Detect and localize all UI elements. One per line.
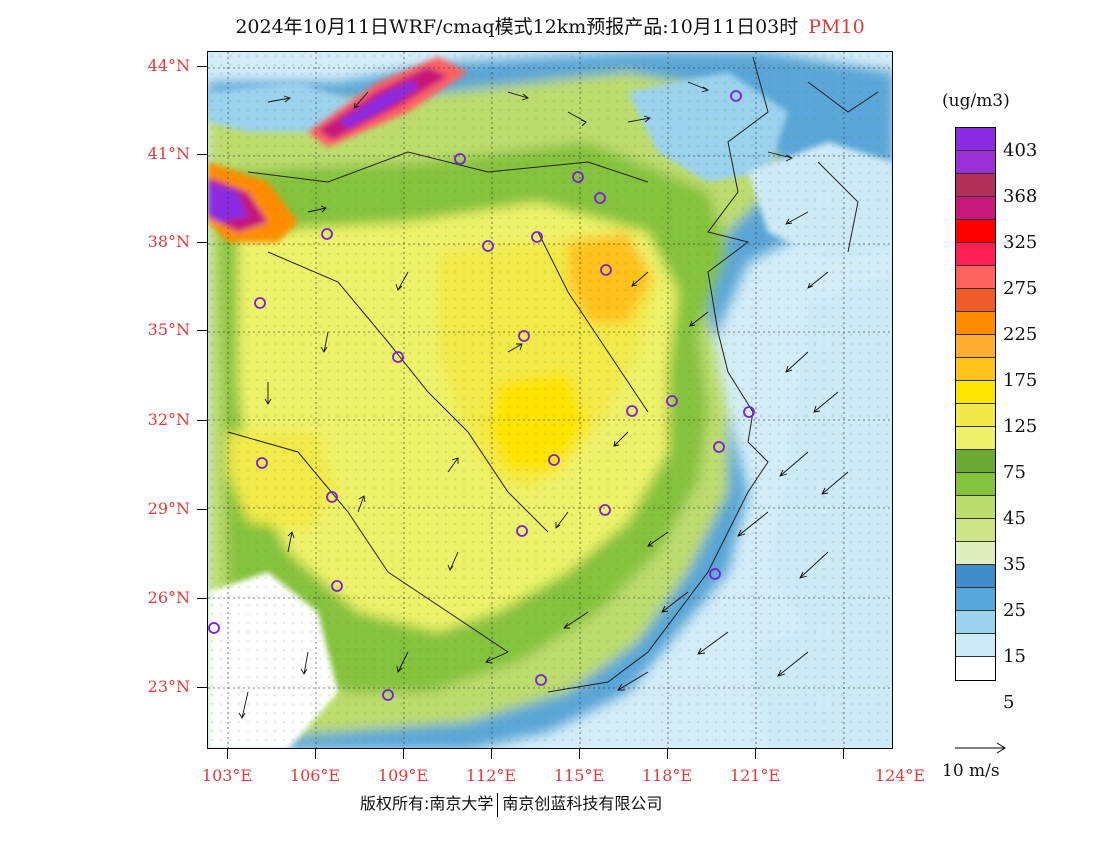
colorbar-label: 25 — [1003, 600, 1026, 621]
colorbar — [955, 127, 996, 681]
colorbar-label: 15 — [1003, 646, 1026, 667]
colorbar-segment — [956, 289, 995, 312]
reference-vector-label: 10 m/s — [942, 761, 1000, 781]
lat-label-35: 35°N — [147, 320, 190, 339]
colorbar-label: 75 — [1003, 462, 1026, 483]
colorbar-segment — [956, 335, 995, 358]
copyright-footer: 版权所有:南京大学 南京创蓝科技有限公司 — [360, 790, 662, 817]
pm10-field — [208, 52, 892, 748]
lat-label-32: 32°N — [147, 410, 190, 429]
colorbar-label: 5 — [1003, 692, 1015, 713]
lon-label-124: 124°E — [874, 766, 926, 785]
title-pollutant: PM10 — [808, 16, 865, 38]
colorbar-segment — [956, 588, 995, 611]
lat-label-26: 26°N — [147, 588, 190, 607]
colorbar-segment — [956, 519, 995, 542]
map-title: 2024年10月11日WRF/cmaq模式12km预报产品:10月11日03时 P… — [0, 12, 1100, 39]
lat-label-41: 41°N — [147, 144, 190, 163]
map-area — [207, 51, 893, 749]
lon-label-121: 121°E — [729, 766, 781, 785]
lon-label-115: 115°E — [553, 766, 605, 785]
colorbar-label: 225 — [1003, 324, 1038, 345]
lat-label-23: 23°N — [147, 677, 190, 696]
copyright-left: 版权所有:南京大学 — [360, 794, 494, 813]
lat-label-29: 29°N — [147, 499, 190, 518]
colorbar-segment — [956, 266, 995, 289]
colorbar-segment — [956, 243, 995, 266]
colorbar-label: 125 — [1003, 416, 1038, 437]
colorbar-label: 325 — [1003, 232, 1038, 253]
lat-label-38: 38°N — [147, 232, 190, 251]
colorbar-segment — [956, 473, 995, 496]
colorbar-segment — [956, 358, 995, 381]
lon-label-118: 118°E — [641, 766, 693, 785]
colorbar-segment — [956, 427, 995, 450]
colorbar-segment — [956, 611, 995, 634]
colorbar-label: 275 — [1003, 278, 1038, 299]
colorbar-unit: (ug/m3) — [942, 91, 1010, 111]
colorbar-segment — [956, 542, 995, 565]
colorbar-segment — [956, 197, 995, 220]
reference-vector-arrow — [955, 742, 1006, 754]
lon-label-109: 109°E — [377, 766, 429, 785]
colorbar-label: 175 — [1003, 370, 1038, 391]
colorbar-label: 403 — [1003, 140, 1038, 161]
colorbar-segment — [956, 381, 995, 404]
colorbar-segment — [956, 657, 995, 680]
lon-label-112: 112°E — [465, 766, 517, 785]
footer-divider — [497, 792, 499, 817]
copyright-right: 南京创蓝科技有限公司 — [502, 794, 663, 813]
colorbar-segment — [956, 496, 995, 519]
colorbar-segment — [956, 634, 995, 657]
colorbar-segment — [956, 565, 995, 588]
lon-label-103: 103°E — [201, 766, 253, 785]
colorbar-label: 368 — [1003, 186, 1038, 207]
city-markers — [208, 90, 755, 701]
colorbar-segment — [956, 404, 995, 427]
wind-arrows — [238, 81, 849, 719]
colorbar-segment — [956, 128, 995, 151]
lon-label-106: 106°E — [289, 766, 341, 785]
colorbar-segment — [956, 312, 995, 335]
colorbar-segment — [956, 151, 995, 174]
colorbar-label: 45 — [1003, 508, 1026, 529]
colorbar-segment — [956, 174, 995, 197]
colorbar-segment — [956, 450, 995, 473]
colorbar-segment — [956, 220, 995, 243]
colorbar-label: 35 — [1003, 554, 1026, 575]
title-main: 2024年10月11日WRF/cmaq模式12km预报产品:10月11日03时 — [235, 16, 799, 38]
lat-label-44: 44°N — [147, 56, 190, 75]
